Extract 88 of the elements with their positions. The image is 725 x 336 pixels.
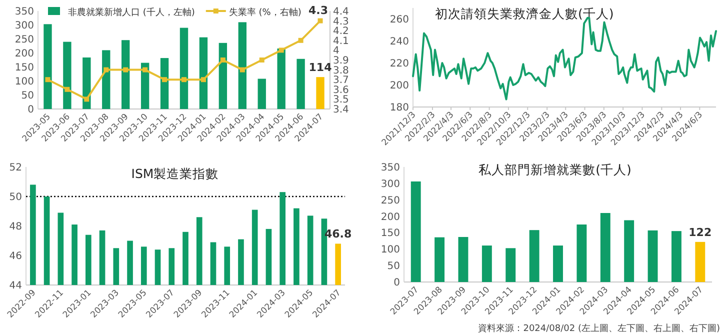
bar [624,220,634,282]
y-tick-label: 180 [390,102,409,114]
bar [199,37,208,109]
bar [63,42,72,109]
y2-tick-label: 4.1 [333,36,349,47]
bar [410,181,421,282]
point [240,67,245,72]
y-tick-label: 48 [9,222,22,232]
y-tick-label: 300 [14,20,34,32]
bar [122,40,130,109]
y2-tick-label: 3.6 [333,84,349,96]
point [84,96,90,102]
bar [296,58,305,109]
y2-tick-label: 3.5 [333,94,349,106]
bar [102,50,110,109]
source-note: 資料來源：2024/08/02 (左上圖、左下圖、右上圖、右下圖) [478,323,720,334]
chart-title: ISM製造業指數 [131,166,219,181]
y-tick-label: 260 [390,14,409,26]
bar [695,242,706,282]
y2-tick-label: 4.2 [333,26,349,38]
legend-label: 非農就業新增人口 (千人，左軸) [68,7,195,18]
y-tick-label: 52 [9,162,22,174]
y-tick-label: 0 [28,104,34,116]
bar [648,230,658,282]
bar [506,248,516,282]
y-tick-label: 50 [9,192,22,203]
y-tick-label: 200 [390,80,409,92]
bar [258,78,266,109]
bar [600,213,610,282]
y2-tick-label: 3.8 [333,65,349,76]
bar [316,77,324,109]
point [123,67,128,72]
data-label: 4.3 [308,4,328,17]
bar [180,28,188,109]
point [278,48,284,53]
y-tick-label: 300 [380,178,400,190]
y-tick-label: 100 [14,76,34,88]
legend-label: 失業率 (%，右軸) [228,7,302,18]
bar [482,246,492,282]
point [64,86,70,92]
chart-title: 私人部門新增就業數(千人) [478,162,632,177]
y2-tick-label: 4.3 [333,16,349,28]
y-tick-label: 250 [14,34,34,46]
y-tick-label: 250 [380,195,400,206]
bar [671,231,682,282]
y-tick-label: 46 [9,251,22,262]
point [182,77,186,82]
point [142,67,148,72]
point [318,18,323,24]
y-tick-label: 50 [387,261,400,272]
y-tick-label: 44 [9,280,22,292]
bar [44,24,52,109]
y2-tick-label: 3.7 [333,75,349,86]
bar [160,58,169,109]
y-tick-label: 0 [394,278,400,288]
bar [218,42,228,109]
y-tick-label: 350 [380,162,400,174]
bar [576,224,587,282]
data-label: 122 [688,226,712,239]
point [162,77,168,82]
point [298,38,304,43]
point [259,58,264,62]
bar [277,48,286,109]
y-tick-label: 150 [14,62,34,74]
point [200,77,206,82]
point [45,77,50,82]
y-tick-label: 200 [14,48,34,60]
y2-tick-label: 4 [333,46,340,57]
point [104,67,109,72]
bar [458,236,468,282]
data-label: 114 [308,61,332,74]
bar [140,62,150,109]
bar [529,230,540,282]
bar [553,246,563,282]
bar [434,237,445,282]
y-tick-label: 100 [380,244,400,256]
y-tick-label: 200 [380,212,400,223]
bar [238,22,246,109]
y-tick-label: 50 [21,90,34,102]
y-tick-label: 220 [390,58,409,70]
y-tick-label: 150 [380,228,400,240]
bar [82,57,91,109]
y-tick-label: 350 [14,6,34,18]
y2-tick-label: 3.4 [333,104,349,116]
y-tick-label: 240 [390,36,409,48]
y2-tick-label: 3.9 [333,56,349,66]
point [220,58,226,62]
y2-tick-label: 4.4 [333,6,349,18]
